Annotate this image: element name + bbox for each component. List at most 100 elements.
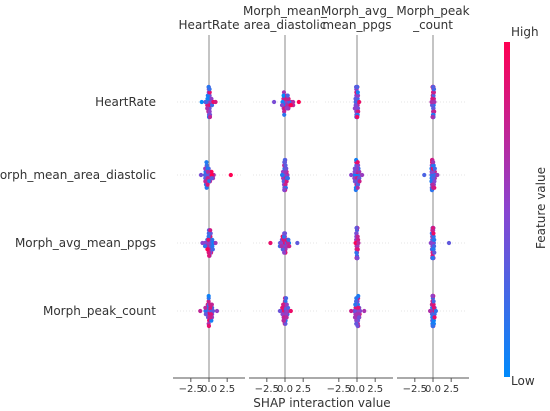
column-title: area_diastolic	[244, 18, 327, 32]
shap-dot	[208, 312, 214, 317]
x-tick-label: 0.0	[277, 384, 293, 395]
shap-dot	[432, 312, 437, 317]
shap-dot	[353, 96, 358, 101]
shap-dot	[353, 103, 358, 108]
shap-dot	[202, 244, 208, 249]
shap-dot	[422, 172, 427, 178]
shap-dot	[209, 96, 214, 101]
shap-dot	[205, 176, 210, 181]
shap-dot	[352, 106, 357, 111]
shap-dot	[283, 163, 288, 168]
shap-dot	[431, 84, 436, 90]
shap-dot	[283, 296, 289, 301]
shap-dot	[205, 182, 210, 187]
shap-dot	[280, 247, 285, 252]
shap-dot	[206, 231, 211, 236]
shap-dot	[282, 160, 287, 165]
colorbar: High Low Feature value	[504, 25, 548, 388]
shap-dot	[203, 179, 208, 184]
shap-dot	[431, 93, 436, 98]
shap-dot	[281, 237, 286, 242]
shap-dot	[356, 109, 361, 114]
shap-dot	[279, 240, 284, 246]
shap-dot	[431, 299, 436, 304]
shap-dot	[431, 160, 436, 165]
shap-dot	[205, 247, 210, 252]
x-tick-label: 2.5	[219, 384, 235, 395]
shap-dot	[352, 308, 357, 314]
shap-dot	[198, 172, 204, 178]
shap-dot	[206, 234, 211, 239]
shap-dot	[430, 182, 435, 187]
shap-dot	[205, 93, 210, 98]
x-tick-label: −2.5	[255, 384, 279, 395]
shap-dot	[353, 305, 358, 310]
shap-dot	[281, 90, 287, 95]
shap-dot	[198, 308, 203, 314]
shap-dot	[206, 237, 211, 242]
shap-dot	[284, 166, 289, 171]
shap-dot	[431, 244, 437, 249]
feature-labels: HeartRate Morph_mean_area_diastolic Morph_…	[0, 95, 156, 318]
shap-dot	[205, 103, 210, 108]
shap-dot	[286, 237, 291, 242]
shap-dot	[431, 231, 436, 236]
shap-dot	[355, 255, 360, 261]
shap-dot	[355, 160, 360, 165]
shap-dot	[206, 299, 211, 304]
shap-dot	[355, 106, 361, 111]
shap-dot	[356, 237, 361, 242]
feature-label: Morph_peak_count	[43, 304, 156, 318]
shap-dot	[285, 176, 291, 181]
colorbar-low-label: Low	[511, 374, 535, 388]
shap-dot	[202, 172, 208, 178]
shap-dot	[285, 96, 290, 101]
column-titles: HeartRateMorph_mean_area_diastolicMorph_…	[179, 4, 470, 32]
shap-dot	[228, 172, 233, 178]
shap-dot	[205, 166, 210, 171]
shap-dot	[356, 315, 362, 320]
shap-dot	[358, 308, 363, 314]
shap-dot	[205, 96, 210, 101]
shap-dot	[205, 106, 210, 111]
x-tick-label: −2.5	[179, 384, 203, 395]
shap-dot	[207, 90, 212, 95]
shap-dot	[446, 240, 452, 246]
shap-dot	[210, 247, 215, 252]
shap-dot	[204, 163, 209, 168]
shap-dot	[284, 179, 289, 184]
shap-dot	[355, 247, 360, 252]
shap-dot	[204, 99, 209, 105]
x-tick-label: 2.5	[367, 384, 383, 395]
shap-dot	[427, 308, 433, 314]
shap-dot	[282, 112, 287, 117]
colorbar-title: Feature value	[534, 167, 548, 249]
x-axes: −2.50.0 2.5 −2.50.0 2.5 −2.50.0 2.5 −2.50.0 2.5	[173, 377, 469, 395]
shap-dot	[285, 240, 290, 246]
shap-dot	[208, 302, 213, 307]
shap-dot	[432, 315, 437, 320]
shap-dot	[281, 318, 287, 323]
shap-dot	[431, 176, 436, 181]
shap-dot	[203, 305, 208, 310]
shap-dot	[432, 237, 437, 242]
x-tick-label: 2.5	[295, 384, 311, 395]
shap-dot	[282, 109, 287, 114]
shap-dot	[354, 250, 359, 255]
shap-dot	[199, 99, 204, 105]
shap-dot	[355, 185, 360, 190]
shap-dot	[213, 99, 218, 105]
shap-dot	[359, 172, 365, 178]
shap-dot	[279, 172, 285, 178]
shap-dot	[268, 240, 273, 246]
shap-dot	[432, 166, 437, 171]
shap-dot	[431, 305, 437, 310]
column-title: _count	[412, 18, 453, 32]
shap-dot	[205, 169, 210, 174]
shap-dot	[349, 172, 354, 178]
shap-dot	[285, 305, 291, 310]
shap-dot	[281, 93, 286, 98]
shap-dot	[357, 99, 362, 105]
shap-dot	[431, 318, 436, 323]
